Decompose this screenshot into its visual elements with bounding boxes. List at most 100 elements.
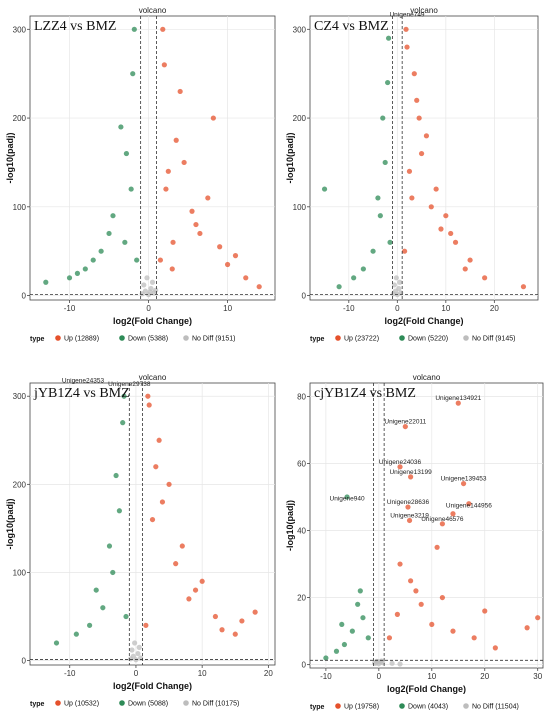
point-down: [131, 26, 137, 32]
point-up: [450, 628, 456, 634]
point-down: [351, 275, 357, 281]
gene-annotation: Unigene3219: [390, 512, 429, 519]
point-up: [406, 168, 413, 174]
point-up: [414, 97, 420, 103]
point-up: [467, 257, 473, 263]
point-down: [74, 270, 81, 276]
gene-annotation: Unigene24353: [62, 378, 105, 385]
point-down: [120, 420, 126, 426]
point-down: [116, 508, 122, 514]
y-tick-label: 0: [302, 661, 307, 670]
point-nodiff: [375, 659, 381, 665]
plot-area: [29, 15, 276, 301]
point-down: [86, 622, 93, 628]
point-nodiff: [149, 279, 156, 285]
point-up: [443, 213, 449, 219]
point-up: [173, 561, 179, 567]
legend-swatch-down: [119, 700, 125, 706]
point-up: [455, 400, 461, 406]
point-down: [134, 257, 140, 263]
plot-area: [309, 15, 539, 301]
y-tick-label: 200: [293, 114, 307, 123]
point-up: [524, 625, 530, 631]
point-up: [179, 543, 185, 549]
point-up: [205, 195, 211, 201]
point-down: [123, 613, 129, 620]
point-down: [73, 631, 79, 637]
gene-annotation: Unigene940: [330, 496, 365, 503]
point-up: [401, 248, 408, 254]
point-up: [405, 504, 411, 510]
legend-title: type: [310, 704, 325, 711]
point-up: [219, 627, 225, 633]
x-axis-label: log2(Fold Change): [385, 316, 464, 326]
x-tick-label: 0: [146, 304, 151, 313]
point-up: [408, 474, 414, 480]
point-down: [130, 71, 136, 77]
plot-title: volcano: [410, 6, 438, 15]
point-up: [408, 578, 414, 584]
x-tick-label: -10: [64, 669, 76, 678]
point-up: [520, 284, 527, 290]
point-down: [365, 635, 371, 641]
point-up: [429, 621, 435, 628]
gene-annotation: Unigene22011: [384, 419, 426, 426]
point-nodiff: [136, 644, 142, 650]
legend-entry-up: Up (23722): [344, 336, 379, 343]
point-down: [382, 159, 388, 166]
y-axis-label: -log10(padj): [285, 132, 295, 183]
point-up: [145, 393, 151, 399]
y-axis-label: -log10(padj): [5, 498, 15, 549]
point-down: [355, 601, 361, 607]
x-tick-label: -10: [343, 304, 355, 313]
point-up: [413, 588, 419, 594]
gene-annotation: Unigene29738: [108, 381, 151, 388]
point-nodiff: [129, 647, 135, 653]
point-down: [360, 266, 366, 272]
point-up: [466, 501, 472, 507]
legend-swatch-up: [55, 700, 61, 706]
point-down: [123, 150, 130, 157]
point-up: [411, 71, 417, 77]
point-up: [452, 239, 459, 245]
point-up: [433, 186, 439, 192]
point-up: [256, 284, 262, 290]
point-up: [462, 266, 468, 272]
point-up: [232, 253, 239, 259]
point-down: [118, 124, 124, 130]
x-axis-label: log2(Fold Change): [113, 316, 192, 326]
point-up: [397, 464, 403, 470]
comparison-label: CZ4 vs BMZ: [314, 19, 389, 34]
legend-swatch-nodiff: [463, 335, 469, 341]
point-down: [93, 587, 99, 593]
point-nodiff: [397, 661, 403, 667]
legend-entry-down: Down (5388): [128, 336, 168, 343]
point-up: [428, 204, 434, 210]
legend-swatch-down: [399, 703, 405, 709]
comparison-label: LZZ4 vs BMZ: [34, 19, 116, 34]
x-tick-label: 10: [441, 304, 450, 313]
gene-annotation: Unigene749: [389, 12, 424, 19]
point-up: [460, 480, 467, 487]
x-tick-label: 10: [198, 669, 207, 678]
point-down: [53, 640, 60, 646]
legend-entry-nodiff: No Diff (9145): [472, 336, 515, 343]
point-down: [106, 543, 113, 549]
point-up: [149, 516, 156, 523]
point-nodiff: [389, 660, 395, 666]
point-up: [193, 221, 199, 228]
y-tick-label: 60: [297, 459, 306, 468]
point-nodiff: [391, 282, 398, 288]
point-nodiff: [396, 285, 402, 292]
point-down: [82, 266, 88, 272]
point-up: [438, 226, 444, 232]
x-tick-label: 10: [427, 672, 436, 681]
point-up: [243, 275, 249, 281]
point-up: [394, 611, 400, 617]
point-down: [333, 648, 340, 654]
point-nodiff: [141, 282, 147, 288]
point-up: [239, 618, 245, 624]
point-down: [43, 279, 49, 285]
